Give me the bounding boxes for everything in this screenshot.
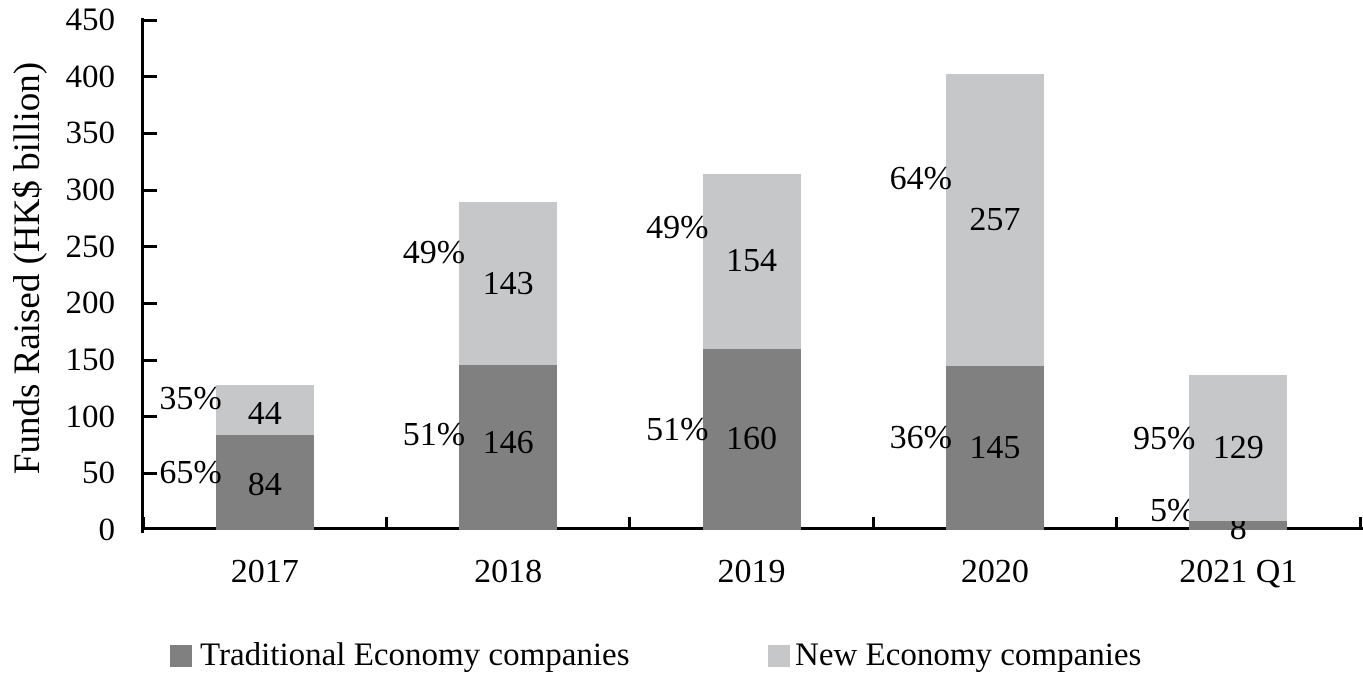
pct-label-traditional: 51% (402, 416, 466, 453)
bar-segment-traditional (459, 364, 558, 530)
y-tick (142, 75, 157, 79)
value-label-traditional: 146 (482, 424, 534, 462)
pct-label-traditional: 65% (159, 454, 222, 491)
legend-label-new: New Economy companies (795, 637, 1142, 673)
value-label-new: 257 (969, 201, 1021, 239)
bar-segment-traditional (1189, 520, 1288, 530)
pct-label-traditional: 51% (646, 411, 709, 448)
pct-label-new: 35% (159, 380, 222, 417)
bar-segment-new (1189, 374, 1288, 521)
y-tick-label: 100 (65, 398, 116, 435)
pct-label-new: 64% (889, 160, 952, 197)
legend-swatch-traditional-icon (170, 645, 192, 667)
y-tick (142, 131, 157, 135)
y-tick (142, 471, 157, 475)
x-category-label: 2019 (717, 553, 786, 590)
bar-segment-new (215, 384, 314, 435)
y-tick-label: 300 (65, 172, 116, 208)
legend-label-traditional: Traditional Economy companies (200, 637, 630, 673)
bar-segment-traditional (215, 434, 314, 530)
y-axis-line (141, 18, 144, 533)
x-category-label: 2020 (960, 553, 1029, 590)
y-tick-label: 350 (65, 115, 116, 152)
pct-label-new: 49% (646, 209, 709, 246)
y-tick (142, 415, 157, 419)
bar-segment-new (945, 74, 1044, 366)
y-tick-label: 200 (65, 285, 116, 322)
x-tick (1358, 517, 1362, 529)
x-category-label: 2021 Q1 (1179, 553, 1298, 590)
y-tick-label: 400 (65, 58, 116, 95)
x-tick (871, 517, 875, 529)
bar-segment-traditional (702, 348, 801, 530)
legend-swatch-new-icon (768, 645, 790, 667)
value-label-traditional: 84 (247, 466, 282, 504)
y-tick (142, 188, 157, 192)
y-tick-label: 250 (65, 228, 116, 265)
y-tick-label: 0 (98, 512, 116, 548)
y-tick (142, 18, 157, 22)
x-tick (1115, 517, 1119, 529)
value-label-traditional: 160 (726, 420, 777, 458)
y-tick (142, 301, 157, 305)
y-tick (142, 245, 157, 249)
y-tick-label: 150 (65, 342, 116, 378)
value-label-traditional: 145 (969, 428, 1021, 466)
y-tick-label: 450 (65, 2, 116, 38)
bar-segment-new (459, 202, 558, 365)
value-label-new: 129 (1212, 428, 1264, 466)
value-label-new: 143 (482, 264, 534, 302)
pct-label-new: 49% (402, 234, 466, 271)
bar-segment-traditional (945, 365, 1044, 530)
bar-segment-new (702, 174, 801, 349)
pct-label-traditional: 5% (1149, 492, 1196, 529)
value-label-new: 154 (726, 242, 777, 280)
pct-label-new: 95% (1132, 420, 1196, 457)
y-tick-label: 50 (82, 455, 115, 492)
value-label-new: 44 (247, 394, 282, 432)
x-tick (628, 517, 632, 529)
pct-label-traditional: 36% (889, 419, 952, 456)
x-category-label: 2018 (474, 553, 543, 590)
x-tick (141, 517, 145, 529)
x-category-label: 2017 (230, 553, 299, 590)
y-tick (142, 358, 157, 362)
x-tick (384, 517, 388, 529)
